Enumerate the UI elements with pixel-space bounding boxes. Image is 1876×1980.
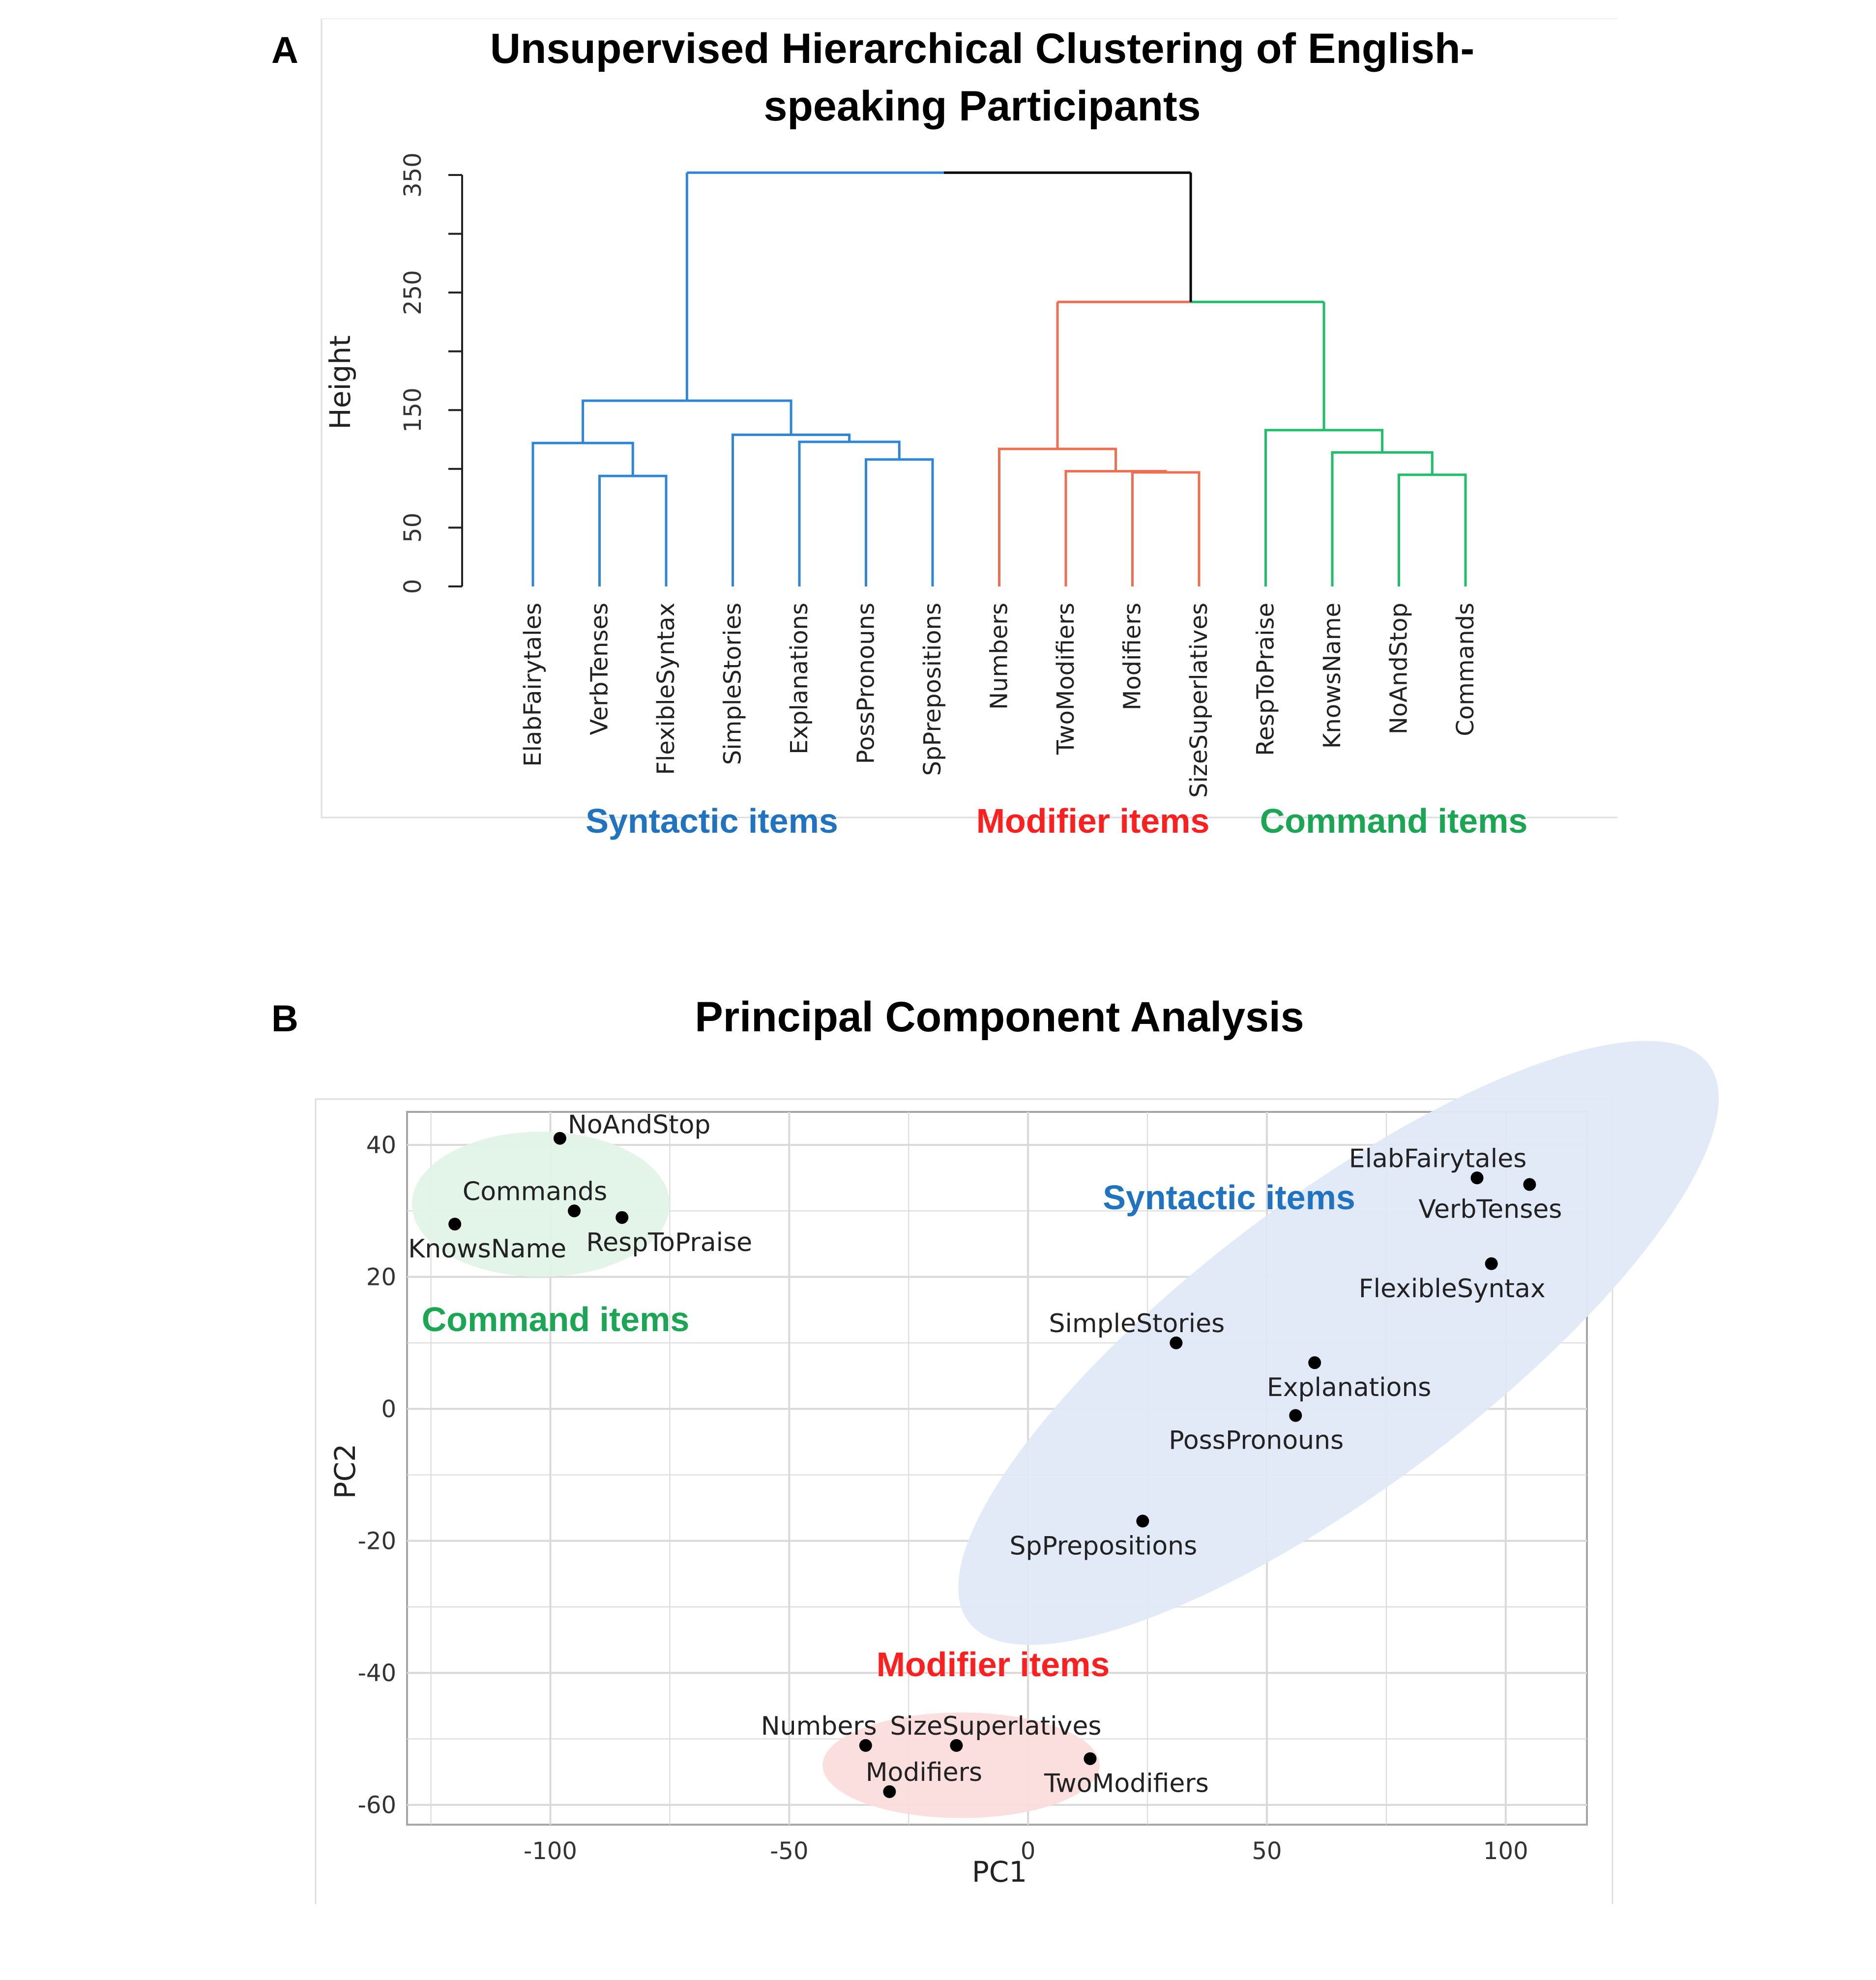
- pca-x-axis-title: PC1: [972, 1855, 1027, 1889]
- pca-point-label: Modifiers: [866, 1758, 982, 1787]
- pca-cluster-ellipses: [411, 1041, 1719, 1818]
- panel-a-frame: [321, 19, 1617, 818]
- pca-group-label-command: Command items: [422, 1300, 690, 1339]
- pca-point-label: SimpleStories: [1049, 1309, 1225, 1339]
- dendrogram-leaf-label: SimpleStories: [719, 603, 747, 765]
- pca-point: [1289, 1409, 1302, 1422]
- dendrogram-group-label-syntactic: Syntactic items: [586, 802, 838, 840]
- pca-points: [448, 1132, 1536, 1798]
- dendrogram-leaf-label: RespToPraise: [1252, 603, 1280, 756]
- dendrogram-y-tick-label: 150: [399, 387, 427, 433]
- pca-point-label: SizeSuperlatives: [890, 1712, 1101, 1741]
- dendrogram-link: [732, 434, 851, 586]
- pca-point: [553, 1132, 566, 1145]
- pca-point: [1485, 1257, 1498, 1270]
- dendrogram-y-axis: 0 50 150 250 350: [399, 152, 463, 594]
- dendrogram-leaf-label: VerbTenses: [586, 603, 614, 735]
- pca-point: [1084, 1752, 1097, 1765]
- pca-point: [1470, 1171, 1484, 1185]
- pca-y-axis-title: PC2: [328, 1444, 362, 1499]
- pca-y-tick-label: -20: [358, 1528, 396, 1555]
- dendrogram-leaf-label: Modifiers: [1119, 603, 1146, 710]
- pca-point: [1136, 1514, 1149, 1528]
- dendrogram-title-line-1: Unsupervised Hierarchical Clustering of …: [490, 25, 1474, 72]
- panel-a-letter: A: [271, 29, 298, 71]
- dendrogram-y-axis-title: Height: [323, 335, 357, 430]
- dendrogram-leaf-label: ElabFairytales: [519, 603, 547, 767]
- dendrogram-leaf-label: FlexibleSyntax: [652, 603, 680, 775]
- pca-x-tick-label: 0: [1021, 1837, 1036, 1865]
- pca-point: [950, 1739, 963, 1752]
- dendrogram-group-label-modifier: Modifier items: [976, 802, 1210, 840]
- pca-point: [1170, 1336, 1183, 1349]
- pca-y-tick-label: -40: [358, 1660, 396, 1687]
- pca-point-label: KnowsName: [408, 1234, 566, 1264]
- dendrogram-leaf-label: SpPrepositions: [919, 603, 946, 776]
- pca-point-label: VerbTenses: [1418, 1195, 1562, 1224]
- pca-point-label: SpPrepositions: [1009, 1531, 1197, 1561]
- pca-y-tick-label: 20: [366, 1264, 396, 1291]
- dendrogram-leaf-label: Commands: [1452, 603, 1479, 736]
- dendrogram-group-label-command: Command items: [1260, 802, 1528, 840]
- dendrogram-leaf-label: NoAndStop: [1385, 603, 1413, 734]
- dendrogram-leaf-label: PossPronouns: [852, 603, 880, 764]
- dendrogram-y-tick-label: 0: [399, 579, 427, 594]
- pca-point-label: Explanations: [1267, 1373, 1431, 1402]
- panel-b-letter: B: [271, 998, 298, 1040]
- pca-y-tick-label: -60: [358, 1792, 396, 1819]
- pca-point: [616, 1211, 629, 1224]
- dendrogram-leaf-label: Numbers: [986, 603, 1013, 710]
- dendrogram-leaf-label: KnowsName: [1319, 603, 1346, 749]
- panel-a: A Unsupervised Hierarchical Clustering o…: [271, 18, 1617, 840]
- pca-point: [883, 1785, 896, 1798]
- pca-point-label: Commands: [463, 1177, 607, 1206]
- dendrogram-title-line-2: speaking Participants: [764, 83, 1201, 130]
- dendrogram-link: [998, 447, 1117, 586]
- dendrogram-y-tick-label: 250: [399, 270, 427, 315]
- dendrogram-leaf-label: SizeSuperlatives: [1185, 603, 1213, 798]
- panel-b: B Principal Component Analysis -100 -50 0 5…: [271, 993, 1719, 1904]
- pca-x-tick-label: -100: [524, 1837, 577, 1865]
- pca-group-label-syntactic: Syntactic items: [1103, 1178, 1355, 1217]
- pca-point-labels: NoAndStop Commands KnowsName RespToPraise El…: [408, 1110, 1562, 1799]
- dendrogram-y-tick-label: 50: [399, 513, 427, 543]
- syntactic-cluster-ellipse: [958, 1041, 1719, 1645]
- dendrogram-leaf-label: Explanations: [786, 603, 813, 755]
- dendrogram-leaf-labels: ElabFairytales VerbTenses FlexibleSyntax Si…: [519, 603, 1479, 798]
- pca-point-label: TwoModifiers: [1044, 1769, 1209, 1799]
- pca-point-label: FlexibleSyntax: [1359, 1274, 1546, 1304]
- pca-point: [1308, 1356, 1321, 1369]
- pca-point: [859, 1739, 872, 1752]
- pca-point: [568, 1204, 581, 1218]
- pca-y-tick-label: 0: [381, 1396, 396, 1423]
- dendrogram-link: [598, 474, 668, 586]
- pca-point: [448, 1218, 462, 1231]
- pca-title: Principal Component Analysis: [695, 993, 1304, 1041]
- pca-point-label: RespToPraise: [586, 1228, 752, 1257]
- pca-tick-labels: -100 -50 0 50 100 -60 -40 -20 0 20 40: [358, 1132, 1528, 1865]
- pca-x-tick-label: -50: [770, 1837, 808, 1865]
- dendrogram-link: [865, 458, 934, 586]
- pca-x-tick-label: 50: [1252, 1837, 1282, 1865]
- pca-x-tick-label: 100: [1483, 1837, 1528, 1865]
- command-cluster-ellipse: [411, 1132, 670, 1277]
- dendrogram-links: [531, 171, 1467, 586]
- panel-b-frame: [315, 1098, 1613, 1904]
- dendrogram-y-tick-label: 350: [399, 152, 427, 198]
- pca-point-label: PossPronouns: [1169, 1426, 1344, 1456]
- pca-point: [1523, 1178, 1536, 1191]
- dendrogram-leaf-label: TwoModifiers: [1052, 603, 1080, 755]
- pca-point-label: Numbers: [761, 1712, 877, 1741]
- dendrogram-link: [531, 441, 634, 586]
- pca-group-label-modifier: Modifier items: [877, 1645, 1110, 1684]
- pca-point-label: ElabFairytales: [1349, 1144, 1527, 1173]
- pca-point-label: NoAndStop: [568, 1110, 710, 1140]
- pca-y-tick-label: 40: [366, 1132, 396, 1159]
